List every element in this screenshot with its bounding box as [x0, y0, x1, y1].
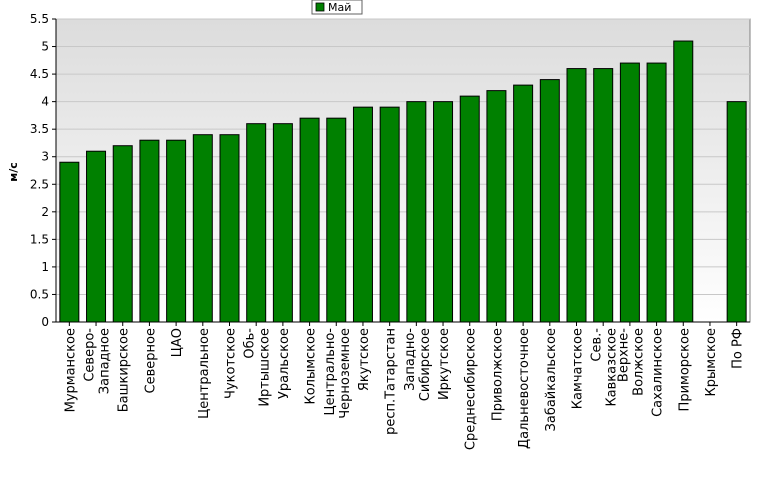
y-tick-label: 0	[41, 315, 49, 329]
x-tick-label: Чукотское	[224, 328, 239, 399]
y-tick-label: 2	[41, 205, 49, 219]
bar[interactable]	[379, 106, 400, 323]
x-tick-label: Приморское	[677, 328, 692, 411]
x-tick-label: Иркутское	[437, 328, 452, 400]
y-tick-label: 0.5	[30, 287, 49, 301]
x-tick-label: Обь-Иртышское	[243, 328, 273, 407]
x-tick-label: Крымское	[704, 328, 719, 397]
bar[interactable]	[139, 139, 160, 323]
bar[interactable]	[326, 117, 347, 323]
bar[interactable]	[566, 68, 587, 323]
x-tick-label: Среднесибирское	[464, 328, 479, 450]
x-tick-label: Северное	[143, 328, 158, 393]
bar[interactable]	[459, 95, 480, 323]
y-tick-label: 3.5	[30, 122, 49, 136]
legend-box	[311, 0, 363, 15]
bar[interactable]	[673, 40, 694, 323]
x-tick-label: Северо-Западное	[83, 328, 113, 395]
x-tick-label: Центрально-Черноземное	[323, 328, 353, 419]
x-tick-label: Сахалинское	[651, 328, 666, 417]
x-tick-label: По РФ	[731, 328, 746, 369]
x-tick-label: Сев.-Кавказское	[590, 328, 620, 407]
x-tick-label: Якутское	[357, 328, 372, 391]
x-tick-label: Верхне-Волжское	[616, 328, 646, 396]
bar[interactable]	[539, 79, 560, 323]
x-tick-label: Западно-Сибирское	[403, 328, 433, 402]
bar[interactable]	[433, 101, 454, 323]
legend-label: Май	[328, 1, 351, 14]
plot-area	[55, 18, 751, 323]
y-tick-label: 4.5	[30, 67, 49, 81]
x-tick-label: Приволжское	[490, 328, 505, 421]
bar[interactable]	[726, 101, 747, 323]
y-axis: 0 0.5 1 1.5 2 2.5 3 3.5 4 4.5 5 5.5	[30, 12, 750, 329]
bar[interactable]	[246, 123, 267, 323]
bar[interactable]	[86, 150, 107, 323]
bar[interactable]	[299, 117, 320, 323]
bar[interactable]	[593, 68, 614, 323]
x-tick-label: Мурманское	[63, 328, 78, 412]
y-tick-label: 2.5	[30, 177, 49, 191]
x-tick-label: Камчатское	[571, 328, 586, 409]
bar[interactable]	[406, 101, 427, 323]
bar[interactable]	[646, 62, 667, 323]
y-tick-label: 5	[41, 40, 49, 54]
bar[interactable]	[192, 134, 213, 323]
y-axis-label: м/с	[7, 162, 20, 182]
x-tick-label: Центральное	[197, 328, 212, 419]
legend[interactable]: Май	[311, 0, 363, 15]
bar[interactable]	[352, 106, 373, 323]
y-tick-label: 1.5	[30, 232, 49, 246]
x-tick-label: Башкирское	[117, 328, 132, 412]
y-tick-label: 5.5	[30, 12, 49, 26]
bar[interactable]	[219, 134, 240, 323]
bar[interactable]	[272, 123, 293, 323]
y-tick-label: 3	[41, 150, 49, 164]
bar[interactable]	[59, 161, 80, 323]
bar[interactable]	[513, 84, 534, 323]
x-tick-label: Колымское	[304, 328, 319, 405]
bars	[59, 40, 747, 323]
bar[interactable]	[619, 62, 640, 323]
x-tick-label: ЦАО	[170, 328, 185, 357]
x-axis-labels: Мурманское Северо-Западное Башкирское Север…	[63, 322, 746, 450]
bar[interactable]	[166, 139, 187, 323]
x-tick-label: Забайкальское	[544, 328, 559, 431]
y-tick-label: 1	[41, 260, 49, 274]
x-tick-label: Дальневосточное	[517, 328, 532, 449]
x-tick-label: Уральское	[277, 328, 292, 399]
y-tick-label: 4	[41, 95, 49, 109]
x-tick-label: респ.Татарстан	[384, 328, 399, 435]
bar[interactable]	[112, 145, 133, 323]
legend-swatch	[315, 2, 325, 12]
bar[interactable]	[486, 90, 507, 323]
